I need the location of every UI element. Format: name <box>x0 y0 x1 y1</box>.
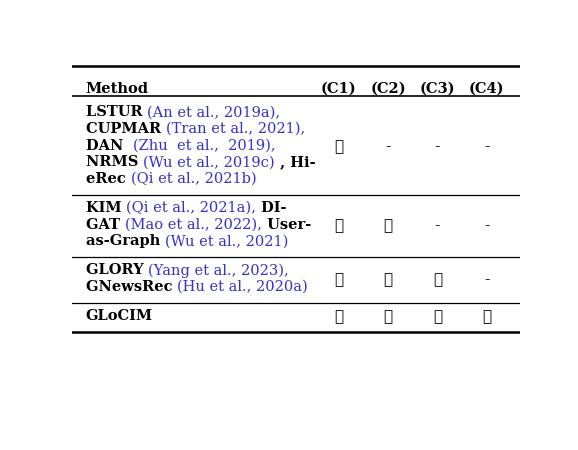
Text: GLoCIM: GLoCIM <box>86 309 153 323</box>
Text: (Qi et al., 2021a),: (Qi et al., 2021a), <box>127 201 256 215</box>
Text: ✓: ✓ <box>383 310 392 324</box>
Text: GNewsRec: GNewsRec <box>86 280 177 294</box>
Text: (Tran et al., 2021),: (Tran et al., 2021), <box>166 122 305 136</box>
Text: GAT: GAT <box>86 217 125 232</box>
Text: ✓: ✓ <box>383 219 392 233</box>
Text: -: - <box>484 271 490 288</box>
Text: -: - <box>484 138 490 155</box>
Text: -: - <box>435 217 440 234</box>
Text: (Hu et al., 2020a): (Hu et al., 2020a) <box>177 280 308 294</box>
Text: (Qi et al., 2021b): (Qi et al., 2021b) <box>131 172 256 186</box>
Text: ✓: ✓ <box>334 273 343 287</box>
Text: ✓: ✓ <box>482 310 491 324</box>
Text: KIM: KIM <box>86 201 127 215</box>
Text: (Wu et al., 2021): (Wu et al., 2021) <box>165 234 288 248</box>
Text: DAN: DAN <box>86 139 134 153</box>
Text: GLORY: GLORY <box>86 263 149 277</box>
Text: -: - <box>484 217 490 234</box>
Text: ✓: ✓ <box>334 219 343 233</box>
Text: ✓: ✓ <box>433 310 442 324</box>
Text: ✓: ✓ <box>334 140 343 154</box>
Text: (C1): (C1) <box>321 82 357 96</box>
Text: CUPMAR: CUPMAR <box>86 122 166 136</box>
Text: (An et al., 2019a),: (An et al., 2019a), <box>147 105 280 119</box>
Text: NRMS: NRMS <box>86 155 143 169</box>
Text: DI-: DI- <box>256 201 287 215</box>
Text: -: - <box>435 138 440 155</box>
Text: (Mao et al., 2022),: (Mao et al., 2022), <box>125 217 262 232</box>
Text: (C4): (C4) <box>469 82 505 96</box>
Text: (Yang et al., 2023),: (Yang et al., 2023), <box>149 263 289 278</box>
Text: (Zhu  et al.,  2019),: (Zhu et al., 2019), <box>134 139 276 153</box>
Text: ✓: ✓ <box>383 273 392 287</box>
Text: ✓: ✓ <box>433 273 442 287</box>
Text: (C3): (C3) <box>420 82 455 96</box>
Text: (Wu et al., 2019c): (Wu et al., 2019c) <box>143 155 275 169</box>
Text: Method: Method <box>86 82 149 96</box>
Text: (C2): (C2) <box>370 82 406 96</box>
Text: User-: User- <box>262 217 311 232</box>
Text: ✓: ✓ <box>334 310 343 324</box>
Text: LSTUR: LSTUR <box>86 105 147 119</box>
Text: , Hi-: , Hi- <box>275 155 316 169</box>
Text: -: - <box>386 138 391 155</box>
Text: eRec: eRec <box>86 172 131 186</box>
Text: as-Graph: as-Graph <box>86 234 165 248</box>
